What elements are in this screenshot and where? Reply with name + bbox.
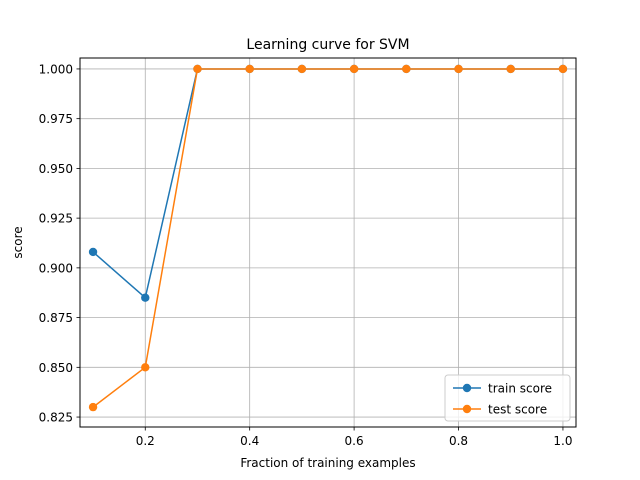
legend-item: train score	[453, 382, 552, 396]
x-axis: 0.2 0.4 0.6 0.8 1.0	[136, 427, 572, 448]
x-tick-label: 0.8	[449, 434, 468, 448]
plot-frame	[79, 57, 577, 428]
data-point	[141, 293, 150, 302]
data-point	[193, 64, 202, 74]
legend-marker	[462, 383, 472, 393]
data-point	[88, 247, 98, 257]
x-axis-label: Fraction of training examples	[240, 456, 415, 470]
data-point	[402, 64, 411, 74]
y-axis-label: score	[11, 226, 25, 258]
data-point	[454, 64, 463, 74]
x-tick-label: 0.2	[136, 434, 155, 448]
x-tick-label: 0.4	[240, 434, 259, 448]
data-point	[245, 64, 254, 74]
legend-label: train score	[488, 382, 552, 396]
legend-label: test score	[488, 403, 547, 417]
chart-title: Learning curve for SVM	[246, 37, 409, 53]
data-point	[558, 64, 568, 74]
y-tick-label: 0.950	[39, 162, 73, 176]
y-tick-label: 0.975	[39, 112, 73, 126]
y-tick-label: 0.875	[39, 311, 73, 325]
data-point	[88, 402, 98, 412]
data-point	[141, 363, 150, 372]
x-tick-label: 1.0	[553, 434, 572, 448]
series-test-score	[88, 64, 568, 412]
legend-marker	[462, 404, 472, 414]
y-axis: 0.825 0.850 0.875 0.900 0.925 0.950 0.975 1.000	[39, 62, 80, 425]
data-point	[349, 64, 359, 74]
y-tick-label: 0.825	[39, 411, 73, 425]
y-tick-label: 0.850	[39, 361, 73, 375]
y-tick-label: 0.900	[39, 261, 73, 275]
y-tick-label: 1.000	[39, 62, 73, 76]
series-layer	[88, 64, 568, 412]
x-tick-label: 0.6	[345, 434, 364, 448]
series-line	[92, 68, 563, 408]
data-point	[506, 64, 515, 74]
y-tick-label: 0.925	[39, 212, 73, 226]
data-point	[297, 64, 307, 74]
legend: train score test score	[444, 374, 571, 422]
legend-item: test score	[453, 403, 547, 417]
